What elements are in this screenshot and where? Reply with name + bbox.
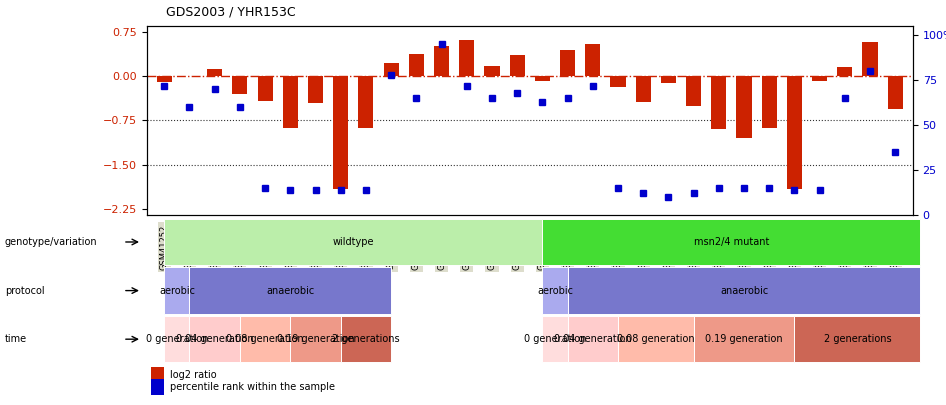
Text: time: time [5,334,26,344]
Text: 0.08 generation: 0.08 generation [617,334,694,344]
Text: percentile rank within the sample: percentile rank within the sample [170,382,335,392]
Bar [711,77,727,129]
Text: protocol: protocol [5,286,44,296]
Bar [837,67,852,77]
Text: anaerobic: anaerobic [266,286,314,296]
Text: 0.08 generation: 0.08 generation [226,334,304,344]
Bar [686,77,701,106]
Bar [409,54,424,77]
Text: 0.04 generation: 0.04 generation [554,334,632,344]
Bar [736,77,751,138]
Text: aerobic: aerobic [537,286,573,296]
Bar [383,64,398,77]
Bar [257,77,272,101]
Bar [787,77,802,190]
Bar [283,77,298,128]
Text: 0.04 generation: 0.04 generation [176,334,254,344]
Text: 0.19 generation: 0.19 generation [705,334,783,344]
Bar [233,77,248,94]
Bar [207,69,222,77]
Bar [812,77,827,81]
Text: wildtype: wildtype [333,237,374,247]
Text: 2 generations: 2 generations [332,334,400,344]
Bar [661,77,676,83]
Bar [510,55,525,77]
Text: anaerobic: anaerobic [720,286,768,296]
Bar [308,77,324,103]
Bar [560,50,575,77]
Bar [359,77,374,128]
Bar [157,77,172,82]
Text: 2 generations: 2 generations [824,334,891,344]
Bar [333,77,348,190]
Bar [459,40,474,77]
Bar [586,44,601,77]
Bar [434,46,449,77]
Bar [610,77,625,87]
Bar [887,77,902,109]
Text: aerobic: aerobic [159,286,195,296]
Text: genotype/variation: genotype/variation [5,237,97,247]
Text: msn2/4 mutant: msn2/4 mutant [693,237,769,247]
Bar [636,77,651,102]
Text: log2 ratio: log2 ratio [170,370,217,380]
Bar [863,42,878,77]
Text: 0.19 generation: 0.19 generation [276,334,355,344]
Text: 0 generation: 0 generation [146,334,208,344]
Bar [534,77,550,81]
Text: 0 generation: 0 generation [524,334,587,344]
Text: GDS2003 / YHR153C: GDS2003 / YHR153C [166,5,295,18]
Bar [762,77,777,128]
Bar [484,66,499,77]
